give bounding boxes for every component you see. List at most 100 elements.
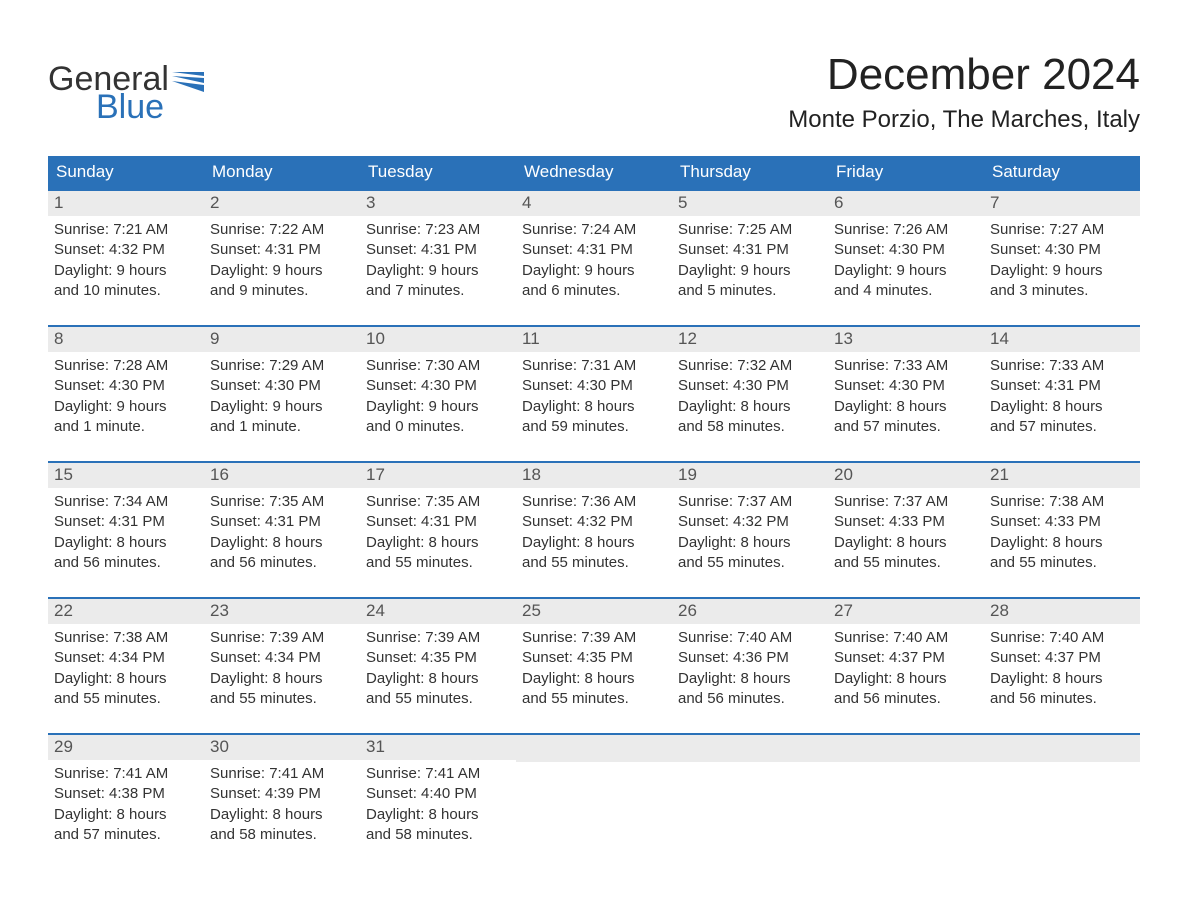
calendar-grid: Sunday Monday Tuesday Wednesday Thursday… — [48, 156, 1140, 855]
sunrise-line: Sunrise: 7:41 AM — [210, 764, 354, 784]
sunrise-line: Sunrise: 7:40 AM — [678, 628, 822, 648]
daylight-line-1: Daylight: 8 hours — [210, 805, 354, 825]
sunrise-line: Sunrise: 7:41 AM — [366, 764, 510, 784]
day-number: 18 — [516, 463, 672, 488]
weekday-header-row: Sunday Monday Tuesday Wednesday Thursday… — [48, 156, 1140, 189]
day-number: 2 — [204, 191, 360, 216]
day-body: Sunrise: 7:32 AMSunset: 4:30 PMDaylight:… — [672, 352, 828, 441]
day-number: 1 — [48, 191, 204, 216]
daylight-line-1: Daylight: 8 hours — [678, 397, 822, 417]
sunrise-line: Sunrise: 7:39 AM — [522, 628, 666, 648]
day-body: Sunrise: 7:35 AMSunset: 4:31 PMDaylight:… — [204, 488, 360, 577]
daylight-line-1: Daylight: 8 hours — [990, 533, 1134, 553]
day-body: Sunrise: 7:29 AMSunset: 4:30 PMDaylight:… — [204, 352, 360, 441]
daylight-line-2: and 55 minutes. — [54, 689, 198, 709]
sunset-line: Sunset: 4:32 PM — [54, 240, 198, 260]
day-body: Sunrise: 7:38 AMSunset: 4:33 PMDaylight:… — [984, 488, 1140, 577]
daylight-line-2: and 55 minutes. — [366, 689, 510, 709]
sunset-line: Sunset: 4:30 PM — [210, 376, 354, 396]
day-cell: 28Sunrise: 7:40 AMSunset: 4:37 PMDayligh… — [984, 599, 1140, 719]
day-cell: 9Sunrise: 7:29 AMSunset: 4:30 PMDaylight… — [204, 327, 360, 447]
sunrise-line: Sunrise: 7:35 AM — [210, 492, 354, 512]
daylight-line-2: and 1 minute. — [210, 417, 354, 437]
header: General Blue December 2024 Monte Porzio,… — [48, 50, 1140, 148]
day-body: Sunrise: 7:40 AMSunset: 4:36 PMDaylight:… — [672, 624, 828, 713]
day-cell: 16Sunrise: 7:35 AMSunset: 4:31 PMDayligh… — [204, 463, 360, 583]
day-number: 23 — [204, 599, 360, 624]
daylight-line-1: Daylight: 8 hours — [990, 397, 1134, 417]
day-number: 21 — [984, 463, 1140, 488]
daylight-line-2: and 56 minutes. — [990, 689, 1134, 709]
weekday-sunday: Sunday — [48, 156, 204, 189]
day-cell: 10Sunrise: 7:30 AMSunset: 4:30 PMDayligh… — [360, 327, 516, 447]
sunrise-line: Sunrise: 7:33 AM — [990, 356, 1134, 376]
daylight-line-2: and 4 minutes. — [834, 281, 978, 301]
day-cell: 6Sunrise: 7:26 AMSunset: 4:30 PMDaylight… — [828, 191, 984, 311]
daylight-line-2: and 55 minutes. — [522, 689, 666, 709]
day-cell: 5Sunrise: 7:25 AMSunset: 4:31 PMDaylight… — [672, 191, 828, 311]
day-number: 12 — [672, 327, 828, 352]
sunset-line: Sunset: 4:33 PM — [990, 512, 1134, 532]
day-cell: 17Sunrise: 7:35 AMSunset: 4:31 PMDayligh… — [360, 463, 516, 583]
daylight-line-2: and 55 minutes. — [990, 553, 1134, 573]
day-body: Sunrise: 7:21 AMSunset: 4:32 PMDaylight:… — [48, 216, 204, 305]
daylight-line-2: and 6 minutes. — [522, 281, 666, 301]
sunrise-line: Sunrise: 7:23 AM — [366, 220, 510, 240]
day-body: Sunrise: 7:27 AMSunset: 4:30 PMDaylight:… — [984, 216, 1140, 305]
sunrise-line: Sunrise: 7:32 AM — [678, 356, 822, 376]
day-body: Sunrise: 7:39 AMSunset: 4:34 PMDaylight:… — [204, 624, 360, 713]
day-body: Sunrise: 7:30 AMSunset: 4:30 PMDaylight:… — [360, 352, 516, 441]
sunset-line: Sunset: 4:35 PM — [366, 648, 510, 668]
sunset-line: Sunset: 4:32 PM — [678, 512, 822, 532]
day-cell — [984, 735, 1140, 855]
daylight-line-2: and 55 minutes. — [678, 553, 822, 573]
day-body: Sunrise: 7:40 AMSunset: 4:37 PMDaylight:… — [828, 624, 984, 713]
day-body: Sunrise: 7:36 AMSunset: 4:32 PMDaylight:… — [516, 488, 672, 577]
day-body: Sunrise: 7:37 AMSunset: 4:33 PMDaylight:… — [828, 488, 984, 577]
daylight-line-2: and 55 minutes. — [210, 689, 354, 709]
day-number: 28 — [984, 599, 1140, 624]
logo: General Blue — [48, 50, 204, 124]
day-number: 29 — [48, 735, 204, 760]
sunset-line: Sunset: 4:38 PM — [54, 784, 198, 804]
daylight-line-2: and 3 minutes. — [990, 281, 1134, 301]
day-body: Sunrise: 7:35 AMSunset: 4:31 PMDaylight:… — [360, 488, 516, 577]
daylight-line-2: and 56 minutes. — [678, 689, 822, 709]
daylight-line-2: and 58 minutes. — [366, 825, 510, 845]
sunrise-line: Sunrise: 7:37 AM — [834, 492, 978, 512]
daylight-line-1: Daylight: 8 hours — [366, 669, 510, 689]
daylight-line-2: and 7 minutes. — [366, 281, 510, 301]
daylight-line-1: Daylight: 9 hours — [366, 261, 510, 281]
sunrise-line: Sunrise: 7:28 AM — [54, 356, 198, 376]
day-number: 31 — [360, 735, 516, 760]
day-cell: 26Sunrise: 7:40 AMSunset: 4:36 PMDayligh… — [672, 599, 828, 719]
day-cell: 15Sunrise: 7:34 AMSunset: 4:31 PMDayligh… — [48, 463, 204, 583]
sunset-line: Sunset: 4:31 PM — [366, 512, 510, 532]
sunrise-line: Sunrise: 7:33 AM — [834, 356, 978, 376]
sunrise-line: Sunrise: 7:30 AM — [366, 356, 510, 376]
day-cell: 21Sunrise: 7:38 AMSunset: 4:33 PMDayligh… — [984, 463, 1140, 583]
sunrise-line: Sunrise: 7:24 AM — [522, 220, 666, 240]
day-number: 24 — [360, 599, 516, 624]
sunset-line: Sunset: 4:30 PM — [834, 240, 978, 260]
day-body: Sunrise: 7:41 AMSunset: 4:39 PMDaylight:… — [204, 760, 360, 849]
sunrise-line: Sunrise: 7:38 AM — [990, 492, 1134, 512]
day-number: 20 — [828, 463, 984, 488]
sunrise-line: Sunrise: 7:21 AM — [54, 220, 198, 240]
daylight-line-1: Daylight: 8 hours — [678, 533, 822, 553]
day-cell: 11Sunrise: 7:31 AMSunset: 4:30 PMDayligh… — [516, 327, 672, 447]
daylight-line-1: Daylight: 8 hours — [522, 669, 666, 689]
day-body: Sunrise: 7:39 AMSunset: 4:35 PMDaylight:… — [516, 624, 672, 713]
day-cell: 22Sunrise: 7:38 AMSunset: 4:34 PMDayligh… — [48, 599, 204, 719]
daylight-line-1: Daylight: 8 hours — [678, 669, 822, 689]
daylight-line-2: and 58 minutes. — [678, 417, 822, 437]
day-cell: 4Sunrise: 7:24 AMSunset: 4:31 PMDaylight… — [516, 191, 672, 311]
sunset-line: Sunset: 4:30 PM — [990, 240, 1134, 260]
weekday-tuesday: Tuesday — [360, 156, 516, 189]
sunrise-line: Sunrise: 7:36 AM — [522, 492, 666, 512]
day-cell: 18Sunrise: 7:36 AMSunset: 4:32 PMDayligh… — [516, 463, 672, 583]
day-cell: 12Sunrise: 7:32 AMSunset: 4:30 PMDayligh… — [672, 327, 828, 447]
day-number: 13 — [828, 327, 984, 352]
day-cell: 19Sunrise: 7:37 AMSunset: 4:32 PMDayligh… — [672, 463, 828, 583]
daylight-line-2: and 5 minutes. — [678, 281, 822, 301]
